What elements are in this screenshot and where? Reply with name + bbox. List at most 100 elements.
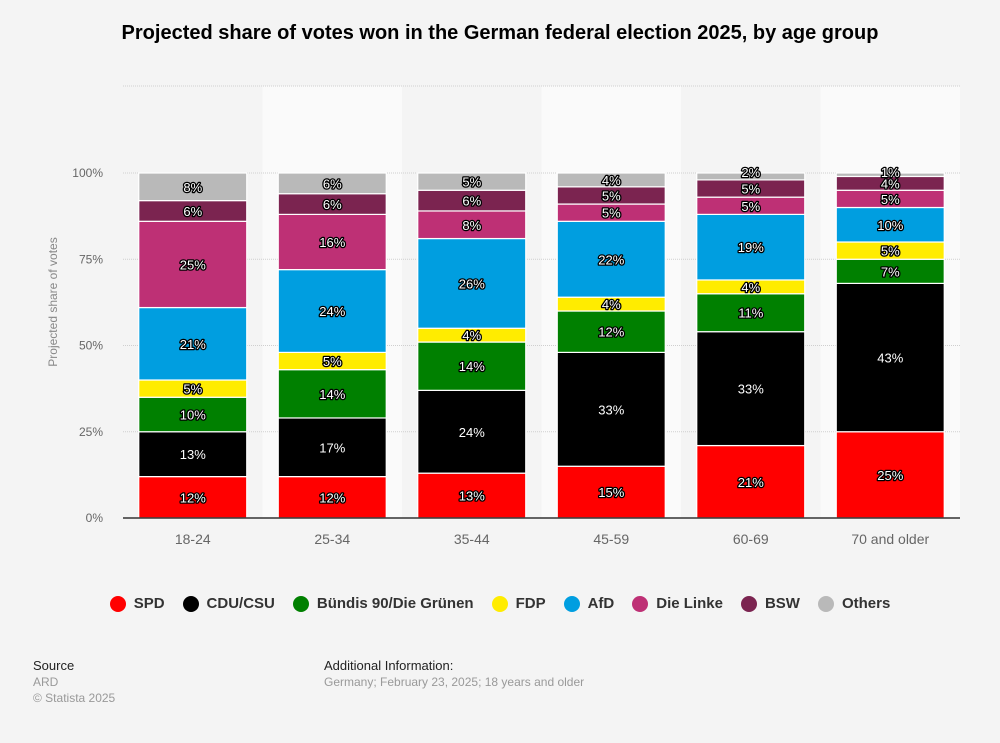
legend-item[interactable]: AfD (563, 595, 614, 612)
bar-stack-45-59: 15%33%12%4%22%5%5%4% (556, 172, 666, 519)
legend-label: SPD (133, 595, 165, 612)
x-tick-label: 70 and older (851, 531, 929, 547)
bar-segment (696, 331, 806, 447)
source-block: Source ARD © Statista 2025 (33, 658, 115, 706)
gridlines (123, 85, 960, 433)
bar-segment (277, 417, 387, 478)
legend-label: BSW (764, 595, 800, 612)
data-label: 21% (738, 475, 764, 490)
data-label: 1% (881, 165, 900, 180)
bar-segment (417, 237, 527, 329)
data-label: 12% (180, 490, 206, 505)
data-label: 4% (741, 280, 760, 295)
data-label: 13% (180, 447, 206, 462)
bar-segment (556, 310, 666, 354)
data-label: 5% (183, 382, 202, 397)
legend-item[interactable]: Bündis 90/Die Grünen (292, 595, 474, 612)
background-bands (123, 86, 960, 518)
data-label: 5% (602, 188, 621, 203)
bar-segment (556, 351, 666, 467)
bar-stack-35-44: 13% 24% 14% 4% 26% 8% 6% 5% (417, 172, 527, 519)
data-label: 11% (738, 306, 763, 321)
y-axis-label: Projected share of votes (46, 237, 60, 366)
legend-item[interactable]: Others (817, 595, 891, 612)
legend-dot-icon (563, 595, 580, 612)
x-tick-label: 25-34 (314, 531, 350, 547)
data-label: 4% (602, 173, 621, 188)
bar-segment (696, 213, 806, 281)
data-label: 12% (598, 325, 624, 340)
bar-segment (417, 341, 527, 391)
bars: 12% 13% 10% 5% 21% 25% 6% 8% 12% 17% 14% 5% 24% 16% 6%… (138, 164, 945, 519)
bar-segment (835, 282, 945, 433)
legend-label: FDP (515, 595, 546, 612)
bar-segment (556, 465, 666, 519)
bar-segment (138, 431, 248, 478)
y-tick-label: 100% (72, 166, 103, 180)
data-label: 8% (462, 218, 481, 233)
legend-dot-icon (292, 595, 309, 612)
data-label: 6% (183, 204, 202, 219)
legend-item[interactable]: BSW (740, 595, 800, 612)
data-label: 43% (877, 351, 903, 366)
bar-segment (277, 172, 387, 195)
bar-segment (696, 293, 806, 333)
data-label: 13% (459, 489, 485, 504)
x-tick-label: 60-69 (733, 531, 769, 547)
x-tick-label: 18-24 (175, 531, 211, 547)
data-label: 33% (738, 382, 764, 397)
y-tick-label: 50% (79, 339, 103, 353)
data-label: 24% (459, 425, 485, 440)
legend-dot-icon (109, 595, 126, 612)
x-tick-label: 35-44 (454, 531, 490, 547)
bar-segment (138, 220, 248, 309)
data-label: 4% (881, 176, 900, 191)
x-tick-label: 45-59 (593, 531, 629, 547)
bar-segment (138, 306, 248, 381)
data-label: 5% (462, 175, 481, 190)
bar-segment (138, 172, 248, 202)
y-tick-label: 0% (86, 511, 104, 525)
bar-segment (138, 396, 248, 433)
source-value: ARD (33, 675, 59, 689)
additional-info-block: Additional Information: Germany; Februar… (324, 658, 584, 690)
copyright: © Statista 2025 (33, 691, 116, 705)
data-label: 7% (881, 264, 900, 279)
legend-item[interactable]: CDU/CSU (182, 595, 275, 612)
data-label: 22% (598, 252, 624, 267)
data-label: 4% (462, 328, 481, 343)
data-label: 17% (319, 440, 345, 455)
data-label: 5% (323, 354, 342, 369)
legend-item[interactable]: FDP (491, 595, 546, 612)
data-label: 14% (459, 359, 485, 374)
data-label: 8% (183, 180, 202, 195)
data-label: 25% (180, 257, 206, 272)
data-label: 26% (459, 276, 485, 291)
data-label: 5% (602, 206, 621, 221)
bar-segment (556, 172, 666, 188)
bar-segment (556, 220, 666, 298)
data-label: 24% (319, 304, 345, 319)
data-label: 6% (323, 197, 342, 212)
bar-segment (138, 476, 248, 519)
bar-segment (835, 431, 945, 519)
legend-dot-icon (182, 595, 199, 612)
data-label: 10% (180, 408, 206, 423)
legend-dot-icon (740, 595, 757, 612)
data-label: 15% (598, 485, 624, 500)
bar-segment (277, 369, 387, 419)
chart-title: Projected share of votes won in the Germ… (121, 22, 879, 44)
legend-label: Others (841, 595, 891, 612)
y-tick-label: 75% (79, 252, 103, 266)
y-axis-ticks: 0% 25% 50% 75% 100% (72, 166, 103, 525)
bar-segment (277, 213, 387, 271)
data-label: 10% (877, 218, 903, 233)
additional-info-label: Additional Information: (324, 658, 454, 673)
data-label: 5% (741, 199, 760, 214)
legend-item[interactable]: SPD (109, 595, 165, 612)
legend-label: CDU/CSU (206, 595, 275, 612)
legend-item[interactable]: Die Linke (632, 595, 723, 612)
data-label: 16% (319, 235, 345, 250)
bar-stack-70-and-older: 25%43%7%5%10%5%4%1% (835, 164, 945, 519)
data-label: 12% (319, 490, 345, 505)
